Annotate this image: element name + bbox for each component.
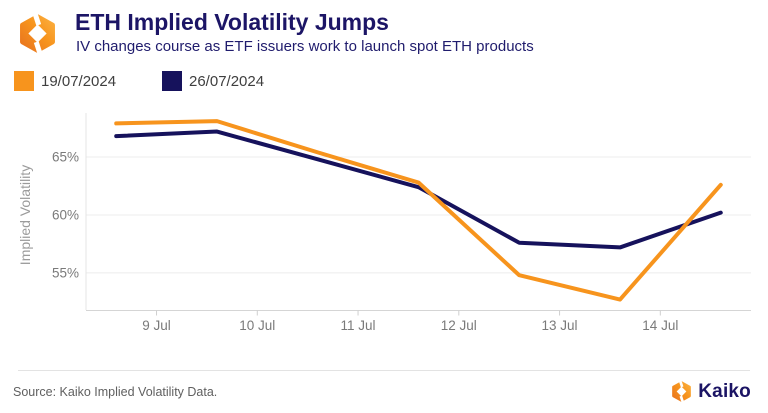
series-line-19-07-2024	[114, 119, 723, 302]
x-tick-label: 10 Jul	[239, 318, 275, 333]
kaiko-logo-icon	[670, 380, 693, 403]
series-line-26-07-2024	[114, 129, 723, 250]
footer-divider	[18, 370, 750, 371]
legend-swatch-navy	[162, 71, 182, 91]
legend-label: 19/07/2024	[41, 72, 117, 90]
x-tick-label: 13 Jul	[542, 318, 578, 333]
x-tick-label: 12 Jul	[441, 318, 477, 333]
x-tick-label: 14 Jul	[642, 318, 678, 333]
y-tick-label: 55%	[52, 265, 79, 280]
brand-logo: Kaiko	[670, 380, 751, 403]
brand-wordmark: Kaiko	[698, 380, 751, 402]
x-tick-label: 9 Jul	[142, 318, 171, 333]
chart-subtitle: IV changes course as ETF issuers work to…	[76, 38, 534, 55]
chart-legend: 19/07/2024 26/07/2024	[0, 71, 768, 91]
y-tick-label: 65%	[52, 150, 79, 165]
legend-label: 26/07/2024	[189, 72, 265, 90]
legend-swatch-orange	[14, 71, 34, 91]
x-tick-label: 11 Jul	[341, 318, 376, 333]
y-tick-label: 60%	[52, 207, 79, 222]
chart-title: ETH Implied Volatility Jumps	[75, 9, 389, 35]
source-note: Source: Kaiko Implied Volatility Data.	[13, 385, 218, 399]
y-axis-title: Implied Volatility	[17, 165, 33, 265]
legend-item-26-07-2024: 26/07/2024	[162, 71, 264, 91]
legend-item-19-07-2024: 19/07/2024	[14, 71, 116, 91]
